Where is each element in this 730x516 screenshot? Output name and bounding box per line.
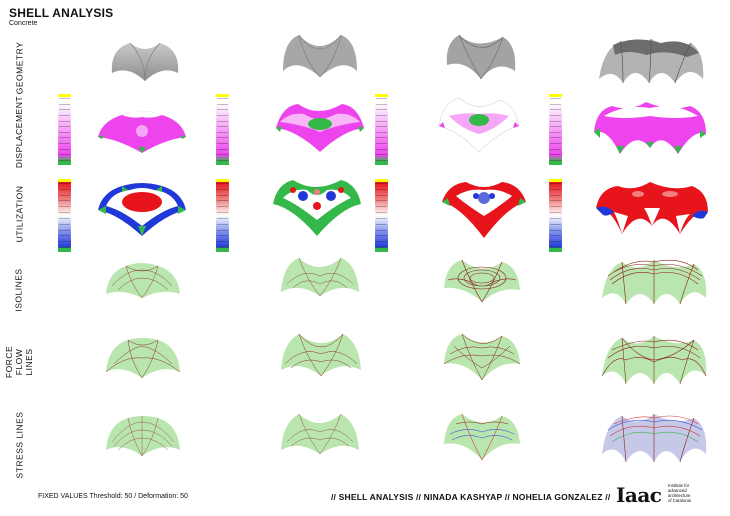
displacement-shell-3 [438,97,520,153]
stress-lines-shell-2 [281,413,359,455]
geometry-shell-1 [111,42,179,82]
row-label-force-flow-lines: FORCE FLOW LINES [4,345,34,379]
row-label-utilization: UTILIZATION [14,185,25,243]
row-label-isolines: ISOLINES [14,268,24,312]
utilization-shell-4 [596,182,708,234]
iaac-logo-text: Institute for advanced architecture of Cata… [668,483,691,503]
isolines-shell-1 [106,263,180,299]
stress-lines-shell-3 [444,413,520,461]
force-flow-shell-1 [105,338,181,379]
displacement-legend-4 [549,94,562,165]
utilization-legend-2 [216,179,229,252]
row-label-stress-lines: STRESS LINES [14,411,24,479]
utilization-legend-4 [549,179,562,252]
displacement-legend-1 [58,94,71,165]
displacement-shell-2 [276,104,364,152]
force-flow-shell-3 [443,333,521,381]
displacement-legend-3 [375,94,388,165]
utilization-legend-3 [375,179,388,252]
force-flow-shell-2 [281,333,361,377]
utilization-legend-1 [58,179,71,252]
geometry-shell-2 [283,34,357,78]
force-flow-shell-4 [601,336,707,385]
fixed-values-note: FIXED VALUES Threshold: 50 / Deformation… [38,493,188,500]
displacement-legend-2 [216,94,229,165]
isolines-shell-3 [444,259,520,303]
displacement-shell-4 [594,102,706,154]
displacement-shell-1 [98,111,186,153]
iaac-logo: Iaac [616,483,662,507]
credits-line: // SHELL ANALYSIS // NINADA KASHYAP // N… [331,492,611,502]
geometry-shell-3 [446,34,516,80]
utilization-shell-1 [98,183,186,236]
page-title: SHELL ANALYSIS [9,6,114,20]
stress-lines-shell-1 [106,416,180,457]
utilization-shell-3 [442,182,526,238]
row-label-displacement: DISPLACEMENT [14,95,24,169]
isolines-shell-2 [281,257,359,297]
utilization-shell-2 [273,180,361,236]
geometry-shell-4 [599,38,704,84]
isolines-shell-4 [602,259,707,305]
page-subtitle: Concrete [9,20,38,27]
stress-lines-shell-4 [602,414,707,463]
